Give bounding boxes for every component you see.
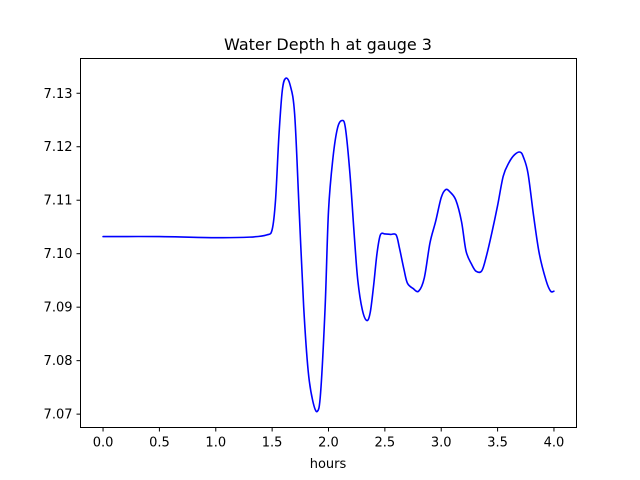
x-tick-label: 3.0: [431, 436, 452, 451]
y-tick-label: 7.11: [44, 194, 73, 209]
y-tick-label: 7.13: [44, 87, 73, 102]
x-tick-label: 2.5: [375, 436, 396, 451]
x-tick-label: 1.0: [205, 436, 226, 451]
y-tick-label: 7.12: [44, 140, 73, 155]
y-tick-label: 7.08: [44, 354, 73, 369]
y-tick-label: 7.07: [44, 408, 73, 423]
plot-area-frame: [80, 58, 577, 428]
y-tick-label: 7.09: [44, 301, 73, 316]
x-tick-label: 4.0: [544, 436, 565, 451]
series-line: [102, 77, 555, 413]
x-tick-label: 2.0: [318, 436, 339, 451]
chart-title: Water Depth h at gauge 3: [224, 35, 432, 54]
x-tick-label: 0.0: [93, 436, 114, 451]
x-tick-label: 0.5: [149, 436, 170, 451]
x-tick-label: 3.5: [487, 436, 508, 451]
x-tick-label: 1.5: [262, 436, 283, 451]
y-tick-label: 7.10: [44, 247, 73, 262]
series-layer: [102, 77, 555, 413]
x-axis-label: hours: [310, 457, 347, 472]
axis-ticks: 0.0 0.5 1.0 1.5 2.0 2.5 3.0 3.5 4.0 7.07 7.08 7.09 7…: [44, 87, 565, 451]
